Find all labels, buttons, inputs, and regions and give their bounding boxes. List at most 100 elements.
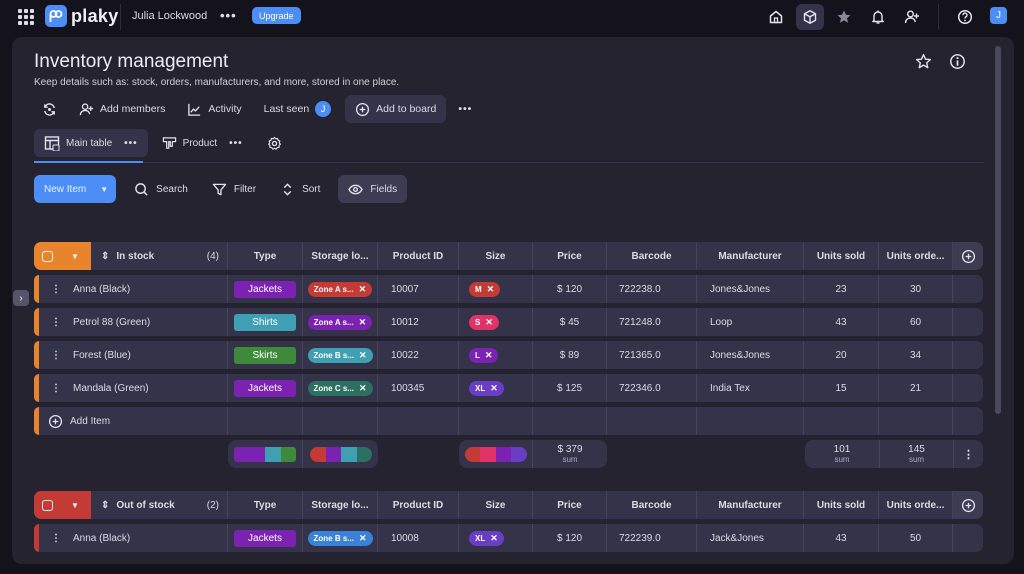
column-header-manufacturer[interactable]: Manufacturer — [697, 242, 804, 270]
price-cell[interactable]: $ 125 — [533, 374, 607, 402]
product-id-cell[interactable]: 10012 — [378, 308, 459, 336]
units-ordered-cell[interactable]: 21 — [879, 374, 953, 402]
manufacturer-cell[interactable]: Jones&Jones — [697, 275, 804, 303]
product-id-cell[interactable]: 10007 — [378, 275, 459, 303]
units-sold-cell[interactable]: 20 — [804, 341, 879, 369]
storage-summary[interactable] — [303, 440, 378, 468]
row-menu-icon[interactable]: ⋮ — [51, 532, 61, 544]
tab-main-table[interactable]: Main table ••• — [34, 129, 148, 157]
barcode-cell[interactable]: 721248.0 — [607, 308, 697, 336]
manufacturer-cell[interactable]: Jack&Jones — [697, 524, 804, 552]
table-row[interactable]: ⋮ Forest (Blue) Skirts Zone B s... ✕ 1002… — [34, 341, 983, 369]
storage-cell[interactable]: Zone B s... ✕ — [303, 341, 378, 369]
item-name-cell[interactable]: ⋮ Forest (Blue) — [39, 341, 228, 369]
upgrade-button[interactable]: Upgrade — [252, 7, 301, 24]
barcode-cell[interactable]: 722238.0 — [607, 275, 697, 303]
remove-icon[interactable]: ✕ — [358, 283, 367, 294]
column-header-units-sold[interactable]: Units sold — [804, 242, 879, 270]
new-item-dropdown-icon[interactable]: ▼ — [100, 184, 109, 194]
fields-button[interactable]: Fields — [338, 175, 408, 203]
manufacturer-cell[interactable]: Jones&Jones — [697, 341, 804, 369]
vertical-scrollbar[interactable] — [995, 46, 1001, 414]
units-ordered-summary[interactable]: 145 sum — [880, 440, 954, 468]
table-row[interactable]: ⋮ Anna (Black) Jackets Zone B s... ✕ 1000… — [34, 524, 983, 552]
column-header-product-id[interactable]: Product ID — [378, 491, 459, 519]
storage-cell[interactable]: Zone A s... ✕ — [303, 275, 378, 303]
column-header-barcode[interactable]: Barcode — [607, 242, 697, 270]
type-cell[interactable]: Jackets — [228, 275, 303, 303]
sync-button[interactable] — [34, 95, 65, 123]
barcode-cell[interactable]: 722346.0 — [607, 374, 697, 402]
item-name-cell[interactable]: ⋮ Anna (Black) — [39, 275, 228, 303]
manufacturer-cell[interactable]: Loop — [697, 308, 804, 336]
units-ordered-cell[interactable]: 50 — [879, 524, 953, 552]
add-item-button[interactable]: Add Item — [39, 407, 228, 435]
column-header-price[interactable]: Price — [533, 242, 607, 270]
group-checkbox[interactable] — [42, 499, 53, 511]
price-cell[interactable]: $ 89 — [533, 341, 607, 369]
column-header-size[interactable]: Size — [459, 491, 533, 519]
units-ordered-cell[interactable]: 60 — [879, 308, 953, 336]
size-cell[interactable]: XL ✕ — [459, 524, 533, 552]
summary-more-button[interactable]: ⋮ — [963, 448, 974, 461]
workspace-more-button[interactable]: ••• — [220, 8, 237, 23]
board-info-button[interactable] — [949, 53, 966, 75]
product-id-cell[interactable]: 10022 — [378, 341, 459, 369]
apps-grid-icon[interactable] — [18, 9, 34, 25]
size-cell[interactable]: XL ✕ — [459, 374, 533, 402]
units-sold-summary[interactable]: 101 sum — [805, 440, 880, 468]
group-checkbox[interactable] — [42, 250, 53, 262]
units-sold-cell[interactable]: 23 — [804, 275, 879, 303]
view-settings-button[interactable] — [257, 129, 292, 157]
manufacturer-cell[interactable]: India Tex — [697, 374, 804, 402]
sort-button[interactable]: Sort — [270, 175, 330, 203]
drag-handle-icon[interactable]: ⇕ — [101, 250, 110, 262]
column-header-type[interactable]: Type — [228, 242, 303, 270]
size-cell[interactable]: S ✕ — [459, 308, 533, 336]
remove-icon[interactable]: ✕ — [358, 316, 367, 327]
price-summary[interactable]: $ 379 sum — [533, 440, 607, 468]
board-more-button[interactable]: ••• — [458, 103, 473, 115]
invite-user-button[interactable] — [898, 4, 926, 30]
units-sold-cell[interactable]: 43 — [804, 524, 879, 552]
help-button[interactable] — [951, 4, 979, 30]
row-menu-icon[interactable]: ⋮ — [51, 283, 61, 295]
column-header-manufacturer[interactable]: Manufacturer — [697, 491, 804, 519]
plaky-logo[interactable]: plaky — [45, 5, 119, 27]
favorite-board-button[interactable] — [915, 53, 932, 75]
price-cell[interactable]: $ 120 — [533, 275, 607, 303]
remove-icon[interactable]: ✕ — [484, 349, 493, 360]
search-button[interactable]: Search — [124, 175, 198, 203]
tab-more-button[interactable]: ••• — [229, 137, 243, 149]
size-cell[interactable]: L ✕ — [459, 341, 533, 369]
row-menu-icon[interactable]: ⋮ — [51, 316, 61, 328]
user-avatar[interactable]: J — [990, 7, 1007, 24]
row-menu-icon[interactable]: ⋮ — [51, 349, 61, 361]
units-sold-cell[interactable]: 43 — [804, 308, 879, 336]
last-seen-button[interactable]: Last seen J — [256, 95, 340, 123]
add-to-board-button[interactable]: Add to board — [345, 95, 447, 123]
notifications-button[interactable] — [864, 4, 892, 30]
type-cell[interactable]: Jackets — [228, 374, 303, 402]
price-cell[interactable]: $ 120 — [533, 524, 607, 552]
add-members-button[interactable]: Add members — [71, 95, 173, 123]
remove-icon[interactable]: ✕ — [486, 283, 495, 294]
column-header-price[interactable]: Price — [533, 491, 607, 519]
tab-product[interactable]: Product ••• — [152, 129, 253, 157]
type-cell[interactable]: Shirts — [228, 308, 303, 336]
favorites-button[interactable] — [830, 4, 858, 30]
filter-button[interactable]: Filter — [202, 175, 266, 203]
remove-icon[interactable]: ✕ — [485, 316, 493, 327]
product-id-cell[interactable]: 100345 — [378, 374, 459, 402]
table-row[interactable]: ⋮ Mandala (Green) Jackets Zone C s... ✕ 1… — [34, 374, 983, 402]
units-sold-cell[interactable]: 15 — [804, 374, 879, 402]
barcode-cell[interactable]: 722239.0 — [607, 524, 697, 552]
column-header-type[interactable]: Type — [228, 491, 303, 519]
group-name-header[interactable]: ⇕ Out of stock (2) — [91, 491, 228, 519]
size-summary[interactable] — [459, 440, 533, 468]
new-item-button[interactable]: New Item ▼ — [34, 175, 117, 203]
tab-more-button[interactable]: ••• — [124, 137, 138, 149]
remove-icon[interactable]: ✕ — [490, 532, 498, 543]
column-header-size[interactable]: Size — [459, 242, 533, 270]
collapse-chevron-icon[interactable]: ▼ — [71, 500, 79, 510]
